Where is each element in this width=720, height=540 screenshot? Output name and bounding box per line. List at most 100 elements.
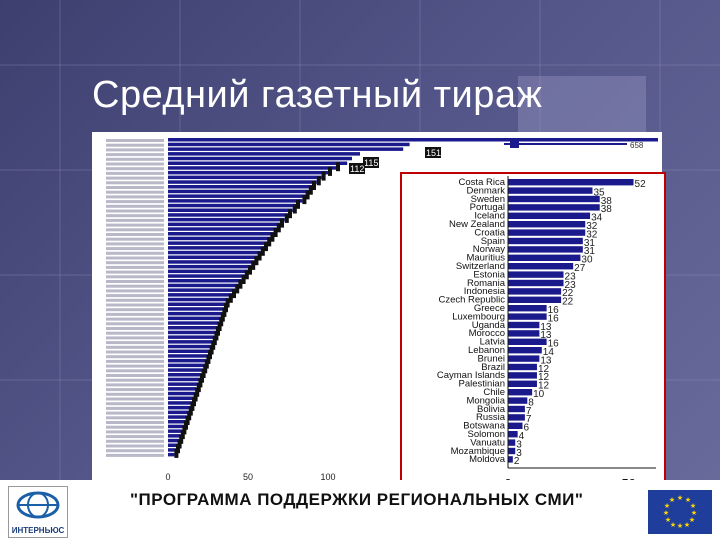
country-label-line bbox=[106, 157, 164, 161]
svg-text:★: ★ bbox=[664, 502, 670, 510]
value-label-mark bbox=[179, 434, 184, 444]
bar bbox=[168, 227, 277, 231]
country-label-line bbox=[106, 298, 164, 302]
country-label-line bbox=[106, 369, 164, 373]
country-label-line bbox=[106, 256, 164, 260]
country-label-line bbox=[106, 214, 164, 218]
value-label: 38 bbox=[601, 204, 613, 215]
category-label: Costa Rica bbox=[459, 177, 506, 188]
country-label-line bbox=[106, 331, 164, 335]
value-label: 3 bbox=[516, 439, 522, 450]
bar bbox=[168, 293, 232, 297]
value-label: 27 bbox=[574, 263, 586, 274]
bar bbox=[508, 246, 583, 253]
country-label-line bbox=[106, 176, 164, 180]
country-label-line bbox=[106, 425, 164, 429]
country-label-line bbox=[106, 218, 164, 222]
bar bbox=[168, 377, 200, 382]
bar bbox=[508, 263, 574, 270]
value-label-mark bbox=[193, 392, 198, 402]
value-label-mark bbox=[185, 416, 190, 425]
value-label: 3 bbox=[516, 448, 522, 459]
bar bbox=[168, 443, 178, 447]
category-label: Vanuatu bbox=[470, 437, 505, 448]
value-label-mark bbox=[176, 444, 180, 454]
value-label: 32 bbox=[586, 221, 598, 232]
value-label-mark bbox=[174, 448, 179, 458]
country-label-line bbox=[106, 139, 164, 142]
bar bbox=[508, 422, 523, 429]
bar bbox=[508, 296, 562, 303]
country-label-line bbox=[106, 435, 164, 439]
value-label-mark bbox=[336, 162, 340, 172]
country-label-line bbox=[106, 336, 164, 340]
country-label-line bbox=[106, 171, 164, 175]
country-label-line bbox=[106, 237, 164, 241]
svg-text:★: ★ bbox=[669, 496, 675, 504]
bar bbox=[508, 372, 537, 379]
value-label: 151 bbox=[426, 148, 441, 158]
category-label: Mozambique bbox=[451, 446, 505, 457]
country-label-line bbox=[106, 421, 164, 424]
country-label-line bbox=[106, 364, 164, 368]
value-label: 38 bbox=[601, 196, 613, 207]
bar bbox=[168, 279, 242, 283]
value-label: 2 bbox=[514, 456, 520, 467]
eu-flag: ★ ★ ★ ★ ★ ★ ★ ★ ★ ★ ★ ★ bbox=[648, 490, 712, 534]
country-label-line bbox=[106, 204, 164, 208]
value-label-mark bbox=[206, 354, 211, 364]
value-label-mark bbox=[182, 425, 187, 435]
globe-icon bbox=[16, 491, 60, 519]
value-label: 23 bbox=[565, 271, 577, 282]
category-label: Bolivia bbox=[477, 404, 506, 415]
value-label-mark bbox=[192, 397, 196, 407]
value-label-mark bbox=[241, 275, 246, 284]
bar bbox=[508, 288, 562, 295]
bar bbox=[168, 405, 191, 410]
value-label-mark bbox=[187, 411, 192, 421]
value-label: 13 bbox=[540, 355, 552, 366]
bar bbox=[168, 203, 296, 208]
bar bbox=[508, 204, 600, 211]
category-label: Sweden bbox=[471, 194, 505, 205]
value-label: 16 bbox=[548, 313, 560, 324]
value-label-mark bbox=[180, 430, 185, 440]
footer-text: "ПРОГРАММА ПОДДЕРЖКИ РЕГИОНАЛЬНЫХ СМИ" bbox=[130, 490, 584, 509]
bar bbox=[168, 217, 285, 222]
bar bbox=[168, 185, 312, 189]
country-label-line bbox=[106, 247, 164, 251]
bar bbox=[508, 330, 540, 337]
bar bbox=[168, 316, 221, 321]
category-label: Mauritius bbox=[466, 253, 505, 264]
country-label-line bbox=[106, 312, 164, 316]
category-label: New Zealand bbox=[449, 219, 505, 230]
value-label-mark bbox=[201, 369, 206, 378]
country-label-line bbox=[106, 233, 164, 236]
country-label-line bbox=[106, 406, 164, 410]
bar bbox=[168, 415, 188, 419]
svg-text:★: ★ bbox=[670, 521, 676, 529]
category-label: Mongolia bbox=[466, 395, 505, 406]
bar bbox=[168, 307, 224, 311]
bar bbox=[168, 297, 229, 302]
bar bbox=[168, 194, 306, 198]
country-label-line bbox=[106, 327, 164, 330]
value-label: 115 bbox=[364, 158, 378, 168]
value-label-mark bbox=[225, 298, 230, 308]
value-label-mark bbox=[190, 401, 195, 411]
bar bbox=[508, 179, 634, 186]
bar bbox=[168, 175, 322, 180]
value-label-mark bbox=[321, 171, 326, 181]
country-label-line bbox=[106, 355, 164, 359]
country-label-line bbox=[106, 439, 164, 443]
category-label: Morocco bbox=[469, 328, 505, 339]
bar bbox=[168, 161, 348, 165]
country-label-line bbox=[106, 195, 164, 199]
value-label-mark bbox=[188, 406, 193, 416]
bar bbox=[168, 232, 274, 236]
value-label-mark bbox=[251, 260, 256, 270]
bar bbox=[168, 246, 264, 250]
country-label-line bbox=[106, 303, 164, 307]
bar bbox=[168, 180, 317, 184]
